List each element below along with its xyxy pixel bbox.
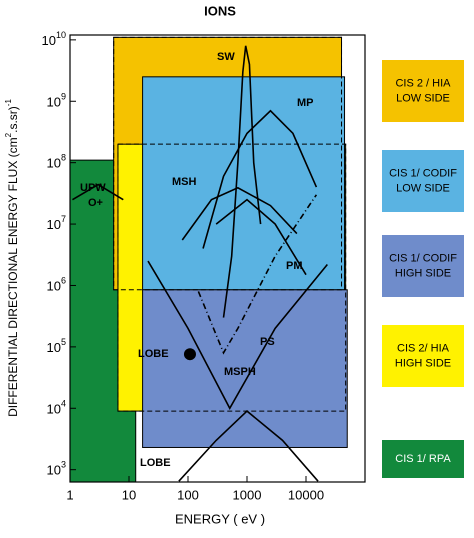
x-tick-label: 1	[66, 487, 73, 502]
y-tick-base: 10	[47, 340, 61, 355]
curve-label: LOBE	[140, 457, 171, 469]
legend-label: CIS 2 / HIA	[395, 77, 451, 89]
y-tick-exponent: 7	[61, 214, 66, 224]
x-tick-label: 100	[177, 487, 199, 502]
x-tick-label: 1000	[233, 487, 262, 502]
y-tick-exponent: 8	[61, 153, 66, 163]
y-tick-label: 107	[47, 214, 66, 232]
plot-frame	[69, 34, 366, 483]
point-label: LOBE	[138, 348, 169, 360]
legend-label: CIS 1/ RPA	[395, 453, 451, 465]
curve-label: MSPH	[224, 366, 256, 378]
legend-swatch	[382, 150, 464, 212]
legend-label: CIS 1/ CODIF	[389, 252, 457, 264]
legend-swatch	[382, 440, 464, 478]
y-tick-label: 104	[47, 399, 66, 417]
curve-label: MP	[297, 97, 314, 109]
region	[142, 76, 346, 291]
legend-swatch	[382, 325, 464, 387]
y-tick-exponent: 5	[61, 337, 66, 347]
curve-label: PS	[260, 336, 275, 348]
y-tick-base: 10	[47, 218, 61, 233]
y-tick-exponent: 4	[61, 399, 66, 409]
y-tick-label: 108	[47, 153, 66, 171]
y-tick-exponent: 6	[61, 276, 66, 286]
y-tick-label: 109	[47, 92, 66, 110]
y-tick-label: 105	[47, 337, 66, 355]
curve	[222, 45, 262, 318]
curve	[181, 186, 298, 241]
curve-label: O+	[88, 197, 103, 209]
curve	[147, 260, 328, 410]
y-tick-exponent: 3	[61, 460, 66, 470]
curve-label: SW	[217, 51, 235, 63]
y-tick-label: 106	[47, 276, 66, 294]
y-label-part: 2	[4, 132, 13, 137]
y-tick-base: 10	[47, 463, 61, 478]
legend-swatch	[382, 60, 464, 122]
legend-swatch	[382, 235, 464, 297]
y-label-part: -1	[4, 99, 13, 107]
region-outline	[117, 143, 347, 412]
legend-label: HIGH SIDE	[395, 267, 451, 279]
y-tick-base: 10	[42, 33, 56, 48]
y-label-part: .s.sr)	[6, 106, 20, 133]
legend-label: CIS 1/ CODIF	[389, 167, 457, 179]
curve-label: PM	[286, 260, 303, 272]
curve	[202, 109, 318, 249]
y-tick-label: 103	[47, 460, 66, 478]
curve	[178, 410, 319, 482]
x-axis-label: ENERGY ( eV )	[175, 511, 265, 526]
y-tick-exponent: 9	[61, 92, 66, 102]
x-tick-label: 10	[122, 487, 136, 502]
curve-label: MSH	[172, 176, 197, 188]
y-axis-label: DIFFERENTIAL DIRECTIONAL ENERGY FLUX (cm…	[4, 99, 20, 417]
curve	[197, 194, 318, 355]
chart-title: IONS	[204, 3, 236, 18]
legend-label: LOW SIDE	[396, 92, 450, 104]
curve	[215, 198, 307, 276]
y-tick-base: 10	[47, 156, 61, 171]
y-tick-base: 10	[47, 95, 61, 110]
legend-label: HIGH SIDE	[395, 357, 451, 369]
y-label-part: DIFFERENTIAL DIRECTIONAL ENERGY FLUX (cm	[6, 137, 20, 417]
y-tick-label: 1010	[42, 30, 66, 48]
y-tick-exponent: 10	[56, 30, 66, 40]
legend-label: CIS 2/ HIA	[397, 342, 450, 354]
y-tick-base: 10	[47, 402, 61, 417]
curve	[72, 183, 124, 201]
point	[183, 348, 196, 361]
x-tick-label: 10000	[288, 487, 324, 502]
y-tick-base: 10	[47, 279, 61, 294]
legend-label: LOW SIDE	[396, 182, 450, 194]
curve-label: UPW	[80, 182, 106, 194]
